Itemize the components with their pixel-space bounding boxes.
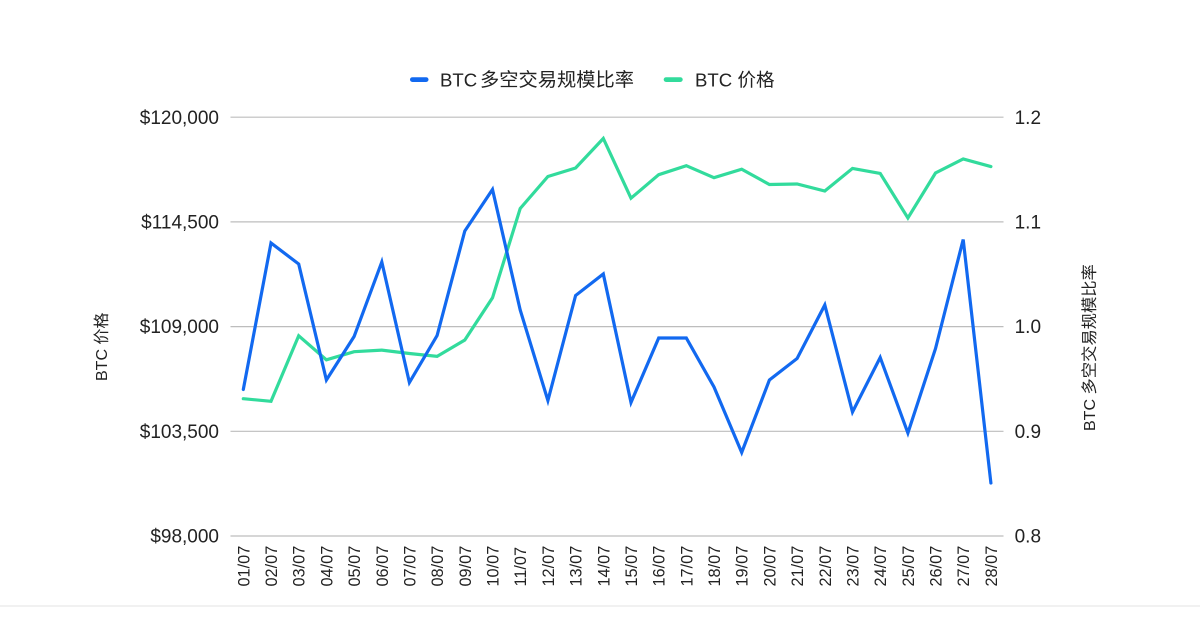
svg-text:20/07: 20/07	[761, 546, 779, 587]
svg-text:27/07: 27/07	[955, 546, 973, 587]
svg-text:19/07: 19/07	[734, 546, 752, 587]
svg-text:23/07: 23/07	[845, 546, 863, 587]
svg-text:08/07: 08/07	[429, 546, 447, 587]
svg-text:25/07: 25/07	[900, 546, 918, 587]
svg-text:03/07: 03/07	[291, 546, 309, 587]
svg-text:22/07: 22/07	[817, 546, 835, 587]
svg-text:15/07: 15/07	[623, 546, 641, 587]
svg-text:05/07: 05/07	[346, 546, 364, 587]
svg-text:1.2: 1.2	[1015, 108, 1041, 129]
svg-text:$114,500: $114,500	[141, 213, 219, 234]
svg-text:26/07: 26/07	[928, 546, 946, 587]
svg-text:$98,000: $98,000	[150, 527, 219, 548]
svg-text:17/07: 17/07	[678, 546, 696, 587]
svg-text:07/07: 07/07	[401, 546, 419, 587]
svg-text:10/07: 10/07	[485, 546, 503, 587]
svg-text:$120,000: $120,000	[140, 108, 219, 129]
svg-text:28/07: 28/07	[983, 546, 1001, 587]
svg-text:$109,000: $109,000	[140, 317, 219, 338]
svg-text:21/07: 21/07	[789, 546, 807, 587]
svg-text:12/07: 12/07	[540, 546, 558, 587]
svg-text:$103,500: $103,500	[140, 422, 219, 443]
svg-text:BTC: BTC	[94, 349, 111, 381]
svg-text:18/07: 18/07	[706, 546, 724, 587]
svg-text:1.1: 1.1	[1015, 213, 1041, 234]
svg-text:24/07: 24/07	[872, 546, 890, 587]
svg-text:BTC: BTC	[695, 69, 732, 90]
svg-text:14/07: 14/07	[595, 546, 613, 587]
svg-text:13/07: 13/07	[568, 546, 586, 587]
svg-text:04/07: 04/07	[318, 546, 336, 587]
svg-text:BTC: BTC	[1082, 399, 1099, 431]
svg-text:02/07: 02/07	[263, 546, 281, 587]
svg-text:BTC: BTC	[440, 69, 477, 90]
svg-text:11/07: 11/07	[512, 547, 530, 587]
svg-text:01/07: 01/07	[235, 546, 253, 587]
svg-text:16/07: 16/07	[651, 546, 669, 587]
svg-text:1.0: 1.0	[1015, 317, 1041, 338]
svg-text:0.8: 0.8	[1015, 527, 1041, 548]
svg-text:06/07: 06/07	[374, 546, 392, 587]
svg-text:09/07: 09/07	[457, 546, 475, 587]
svg-text:0.9: 0.9	[1015, 422, 1041, 443]
